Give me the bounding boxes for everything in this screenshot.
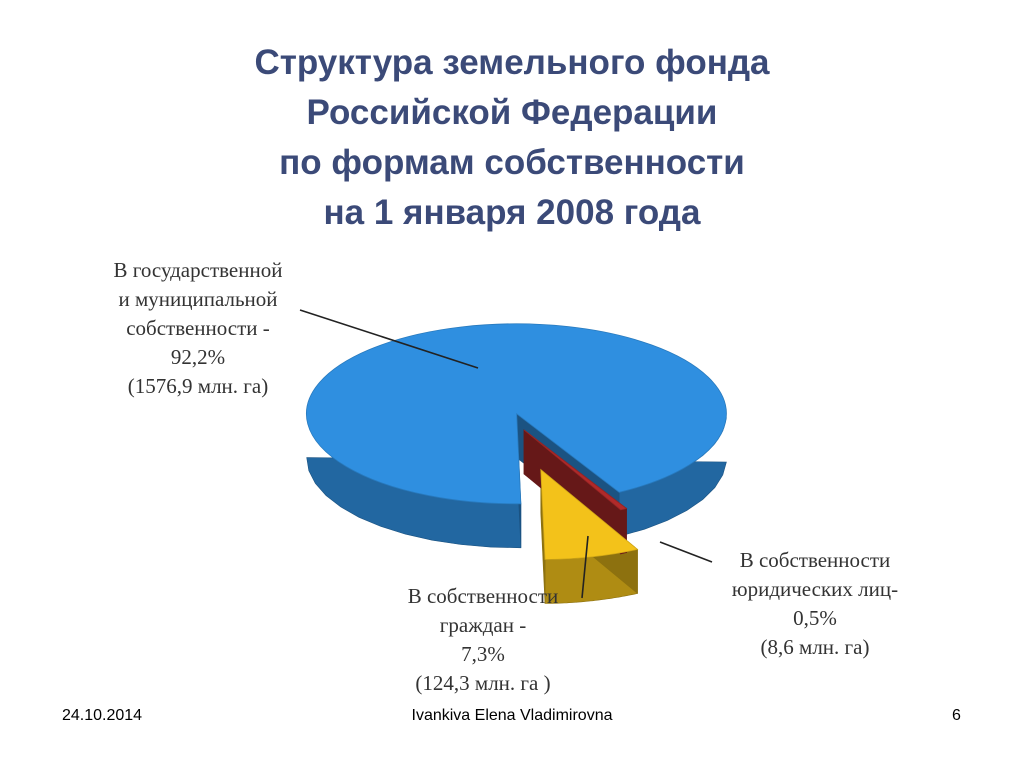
title-line: Российской Федерации [306, 93, 718, 132]
leader-line [581, 535, 589, 599]
leader-line [299, 309, 479, 369]
footer-page-number: 6 [952, 707, 961, 724]
title-line: Структура земельного фонда [254, 43, 770, 82]
title-line: по формам собственности [279, 143, 745, 182]
pie-slice [306, 323, 727, 505]
title-line: на 1 января 2008 года [323, 193, 701, 232]
label-state-municipal: В государственной и муниципальной собств… [113, 258, 283, 398]
footer-date: 24.10.2014 [62, 707, 143, 724]
pie-slice [523, 429, 628, 511]
footer-author: Ivankiva Elena Vladimirovna [411, 707, 613, 724]
slide-title: Структура земельного фонда Российской Фе… [0, 38, 1024, 238]
label-citizens: В собственности граждан - 7,3% (124,3 мл… [407, 584, 559, 695]
leader-line [659, 541, 713, 563]
pie-slice [540, 468, 639, 560]
label-legal-entities: В собственности юридических лиц- 0,5% (8… [731, 548, 899, 659]
